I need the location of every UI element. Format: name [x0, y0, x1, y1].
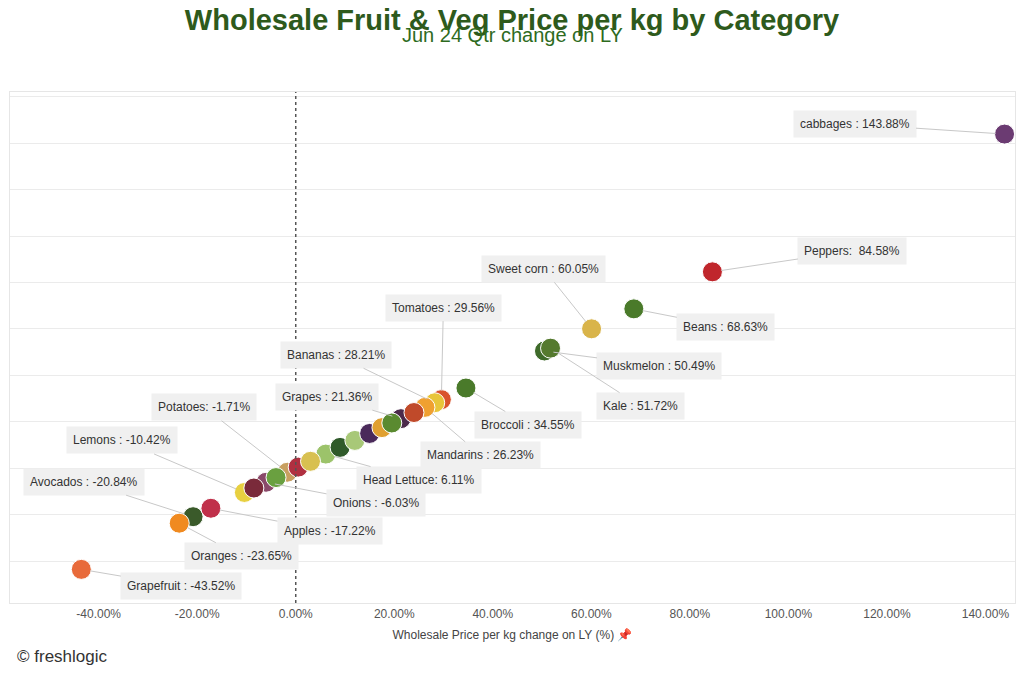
svg-text:140.00%: 140.00%: [962, 607, 1010, 621]
svg-text:40.00%: 40.00%: [472, 607, 513, 621]
svg-text:80.00%: 80.00%: [669, 607, 710, 621]
svg-text:Tomatoes : 29.56%: Tomatoes : 29.56%: [392, 301, 495, 315]
svg-text:120.00%: 120.00%: [863, 607, 911, 621]
svg-text:Broccoli : 34.55%: Broccoli : 34.55%: [481, 418, 575, 432]
svg-text:100.00%: 100.00%: [765, 607, 813, 621]
svg-text:Grapefruit : -43.52%: Grapefruit : -43.52%: [127, 579, 235, 593]
svg-text:Muskmelon : 50.49%: Muskmelon : 50.49%: [603, 359, 715, 373]
svg-text:Potatoes: -1.71%: Potatoes: -1.71%: [158, 400, 250, 414]
svg-text:Avocados : -20.84%: Avocados : -20.84%: [30, 475, 138, 489]
svg-text:20.00%: 20.00%: [374, 607, 415, 621]
svg-text:Kale : 51.72%: Kale : 51.72%: [603, 399, 678, 413]
svg-text:Oranges : -23.65%: Oranges : -23.65%: [191, 549, 292, 563]
svg-text:© freshlogic: © freshlogic: [17, 647, 108, 666]
svg-text:Lemons : -10.42%: Lemons : -10.42%: [73, 433, 171, 447]
svg-text:cabbages : 143.88%: cabbages : 143.88%: [800, 117, 910, 131]
svg-text:Beans : 68.63%: Beans : 68.63%: [683, 320, 768, 334]
svg-text:60.00%: 60.00%: [571, 607, 612, 621]
svg-text:Mandarins : 26.23%: Mandarins : 26.23%: [427, 448, 534, 462]
svg-text:Wholesale Price per kg change: Wholesale Price per kg change on LY (%) …: [392, 627, 632, 642]
svg-text:0.00%: 0.00%: [279, 607, 313, 621]
svg-text:-20.00%: -20.00%: [175, 607, 220, 621]
svg-text:Bananas : 28.21%: Bananas : 28.21%: [287, 348, 385, 362]
svg-text:-40.00%: -40.00%: [76, 607, 121, 621]
svg-text:Peppers: 84.58%: Peppers: 84.58%: [804, 244, 900, 258]
svg-text:Jun 24 Qtr change on LY: Jun 24 Qtr change on LY: [402, 24, 623, 46]
svg-text:Onions : -6.03%: Onions : -6.03%: [333, 496, 419, 510]
svg-text:Apples : -17.22%: Apples : -17.22%: [284, 524, 376, 538]
svg-text:Head Lettuce: 6.11%: Head Lettuce: 6.11%: [363, 473, 475, 487]
svg-text:Grapes : 21.36%: Grapes : 21.36%: [282, 390, 372, 404]
svg-text:Wholesale Fruit & Veg Price pe: Wholesale Fruit & Veg Price per kg by Ca…: [185, 4, 839, 36]
svg-text:Sweet corn : 60.05%: Sweet corn : 60.05%: [488, 262, 599, 276]
